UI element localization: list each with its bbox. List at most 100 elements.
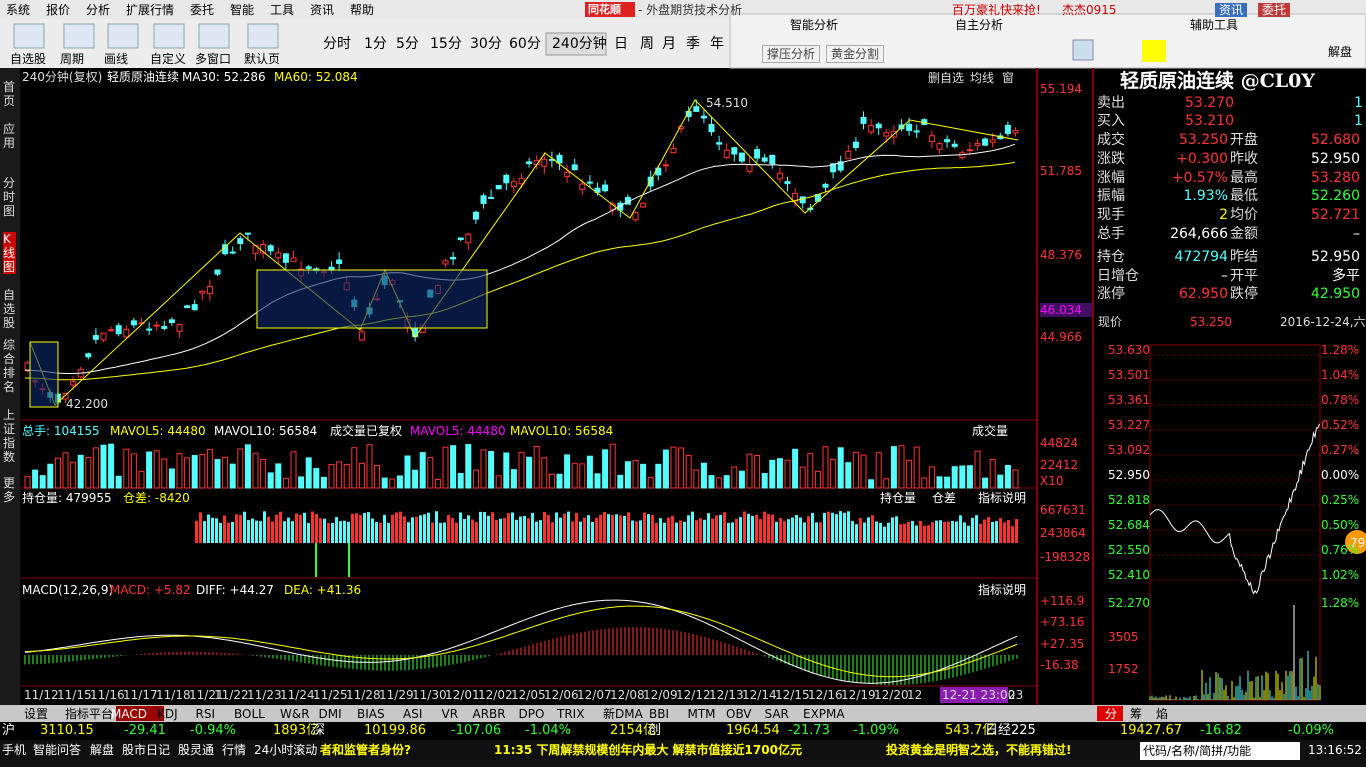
bottom-link[interactable]: 股灵通 <box>178 743 215 757</box>
indicator-tab[interactable]: W&R <box>280 707 310 721</box>
period-button[interactable]: 1分 <box>364 36 387 52</box>
indicator-tab[interactable]: VR <box>441 707 459 721</box>
analysis-panel <box>729 13 1366 69</box>
oi-bar <box>727 522 730 543</box>
bottom-link[interactable]: 解盘 <box>90 743 115 757</box>
menu-item[interactable]: 智能 <box>230 3 255 17</box>
sidebar-tab[interactable]: 自选股 <box>3 288 16 330</box>
tool-button[interactable]: 多窗口 <box>195 52 232 66</box>
menu-item[interactable]: 报价 <box>46 3 71 17</box>
bottom-link[interactable]: 24小时滚动 <box>254 743 318 757</box>
bottom-link[interactable]: 股市日记 <box>122 743 171 757</box>
indicator-tab[interactable]: KDJ <box>157 707 178 721</box>
panel-button[interactable]: 黄金分割 <box>826 45 885 63</box>
color-tool[interactable] <box>1142 40 1166 62</box>
menu-item[interactable]: 扩展行情 <box>126 3 175 17</box>
bottom-link[interactable]: 智能问答 <box>33 743 82 757</box>
tool-button[interactable]: 周期 <box>60 52 85 66</box>
indicator-tab[interactable]: ARBR <box>472 707 506 721</box>
indicator-tab[interactable]: OBV <box>726 707 752 721</box>
tool-button[interactable]: 画线 <box>104 52 129 66</box>
indicator-tab[interactable]: BOLL <box>234 707 265 721</box>
intraday-tab[interactable]: 筹 <box>1130 707 1143 721</box>
menu-item[interactable]: 帮助 <box>350 3 375 17</box>
menu-item[interactable]: 工具 <box>270 3 295 17</box>
period-button[interactable]: 60分 <box>509 36 541 52</box>
oi-bar <box>211 517 214 543</box>
period-active[interactable] <box>545 32 607 56</box>
help-button[interactable]: 指标说明 <box>978 583 1027 597</box>
period-button[interactable]: 5分 <box>396 36 419 52</box>
period-button[interactable]: 分时 <box>323 36 351 52</box>
indicator-tab[interactable]: RSI <box>195 707 216 721</box>
period-button[interactable]: 月 <box>662 36 676 52</box>
indicator-tab[interactable]: 新DMA <box>603 707 643 721</box>
help-button[interactable]: 指标说明 <box>978 491 1027 505</box>
oi-bar <box>567 511 570 543</box>
quote-value: 53.210 <box>1185 113 1234 129</box>
checkbox[interactable]: 仓差 <box>932 491 957 505</box>
volume-bar <box>944 476 951 489</box>
sidebar-tab[interactable]: 更多 <box>3 476 16 504</box>
brand: 同花顺 <box>588 3 621 16</box>
period-button[interactable]: 年 <box>710 36 724 52</box>
sidebar-tab[interactable]: 首页 <box>3 80 16 108</box>
sidebar-tab[interactable]: 上证指数 <box>3 408 16 464</box>
period-button[interactable]: 季 <box>686 36 700 52</box>
indicator-tab[interactable]: BBI <box>649 707 670 721</box>
indicator-tab[interactable]: EXPMA <box>803 707 845 721</box>
chart-button[interactable]: 均线 <box>970 71 995 85</box>
search-input[interactable]: 代码/名称/简拼/功能 <box>1143 744 1252 758</box>
candle-body <box>586 181 593 184</box>
intraday-tab-active[interactable] <box>1097 706 1123 721</box>
menu-item[interactable]: 系统 <box>6 3 31 17</box>
sidebar-tab[interactable]: 应用 <box>3 122 16 150</box>
indicator-tab[interactable]: 设置 <box>24 707 49 721</box>
cursor-tool[interactable] <box>1072 39 1094 61</box>
chart-button[interactable]: 窗 <box>1002 71 1015 85</box>
period-button[interactable]: 240分钟 <box>552 36 607 52</box>
period-button[interactable]: 30分 <box>470 36 502 52</box>
bottom-link[interactable]: 行情 <box>222 743 247 757</box>
intraday-tab[interactable]: 分 <box>1105 707 1118 721</box>
oi-bar <box>1015 519 1018 543</box>
panel-button[interactable]: 解盘 <box>1328 45 1353 59</box>
indicator-tab[interactable]: TRIX <box>557 707 585 721</box>
volume-bar <box>313 468 320 489</box>
menu-item[interactable]: 资讯 <box>310 3 335 17</box>
volume-bar <box>495 475 502 489</box>
tool-button[interactable]: 自选股 <box>10 52 47 66</box>
indicator-tab[interactable]: BIAS <box>357 707 385 721</box>
menu-item[interactable]: 委托 <box>190 3 215 17</box>
panel-button[interactable]: 撑压分析 <box>762 45 821 63</box>
checkbox[interactable]: 持仓量 <box>880 491 917 505</box>
menu-item[interactable]: 分析 <box>86 3 111 17</box>
ad-link[interactable]: 百万豪礼快来抢! <box>952 3 1041 17</box>
chart-button[interactable]: 删自选 <box>928 71 965 85</box>
volume-bar <box>974 450 981 489</box>
volume-bar <box>450 445 457 489</box>
indicator-tab[interactable]: DMI <box>318 707 342 721</box>
tool-button[interactable]: 自定义 <box>150 52 187 66</box>
period-button[interactable]: 15分 <box>430 36 462 52</box>
period-button[interactable]: 周 <box>640 36 654 52</box>
period-button[interactable]: 日 <box>614 36 628 52</box>
top-button[interactable]: 资讯 <box>1215 3 1248 17</box>
bottom-link[interactable]: 手机 <box>2 743 27 757</box>
indicator-tab[interactable]: MTM <box>687 707 716 721</box>
indicator-tab[interactable]: MACD <box>111 707 147 721</box>
indicator-tab[interactable]: ASI <box>403 707 423 721</box>
oi-bar <box>651 514 654 543</box>
intraday-tab[interactable]: 焰 <box>1156 707 1169 721</box>
indicator-tab[interactable]: DPO <box>518 707 545 721</box>
tool-button[interactable]: 默认页 <box>244 52 281 66</box>
indicator-tab[interactable]: SAR <box>764 707 789 721</box>
sidebar-tab[interactable]: 分时图 <box>3 176 16 218</box>
sidebar-tab[interactable]: 综合排名 <box>3 338 16 394</box>
top-button[interactable]: 委托 <box>1258 3 1291 17</box>
indicator-tab[interactable]: 指标平台 <box>65 707 114 721</box>
oi-bar <box>823 512 826 543</box>
tab-active[interactable] <box>116 706 164 721</box>
sidebar-tab[interactable]: K线图 <box>3 232 16 274</box>
indicator-select[interactable]: 成交量 <box>972 424 1009 438</box>
